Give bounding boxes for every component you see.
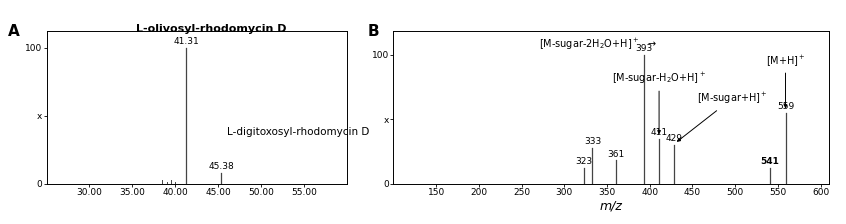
Text: 323: 323 [575, 157, 592, 166]
Text: 41.31: 41.31 [173, 37, 200, 46]
Text: 393: 393 [635, 44, 652, 53]
Text: L-olivosyl-rhodomycin D: L-olivosyl-rhodomycin D [136, 24, 287, 34]
Text: 559: 559 [777, 102, 794, 111]
Text: [M+H]$^+$: [M+H]$^+$ [766, 53, 805, 108]
Text: 45.38: 45.38 [208, 162, 234, 171]
Text: [M-sugar-H$_2$O+H]$^+$: [M-sugar-H$_2$O+H]$^+$ [612, 71, 706, 133]
Text: A: A [8, 24, 19, 39]
Text: B: B [367, 24, 379, 39]
Text: 541: 541 [761, 157, 779, 166]
Text: [M-sugar+H]$^+$: [M-sugar+H]$^+$ [678, 91, 767, 141]
Text: [M-sugar-2H$_2$O+H]$^+$  $\rightarrow$: [M-sugar-2H$_2$O+H]$^+$ $\rightarrow$ [539, 37, 657, 52]
Text: L-digitoxosyl-rhodomycin D: L-digitoxosyl-rhodomycin D [227, 127, 369, 137]
Text: 361: 361 [607, 149, 625, 159]
Text: 411: 411 [651, 127, 667, 137]
Text: 429: 429 [666, 134, 683, 143]
X-axis label: m/z: m/z [600, 200, 623, 213]
Text: 333: 333 [584, 137, 601, 146]
